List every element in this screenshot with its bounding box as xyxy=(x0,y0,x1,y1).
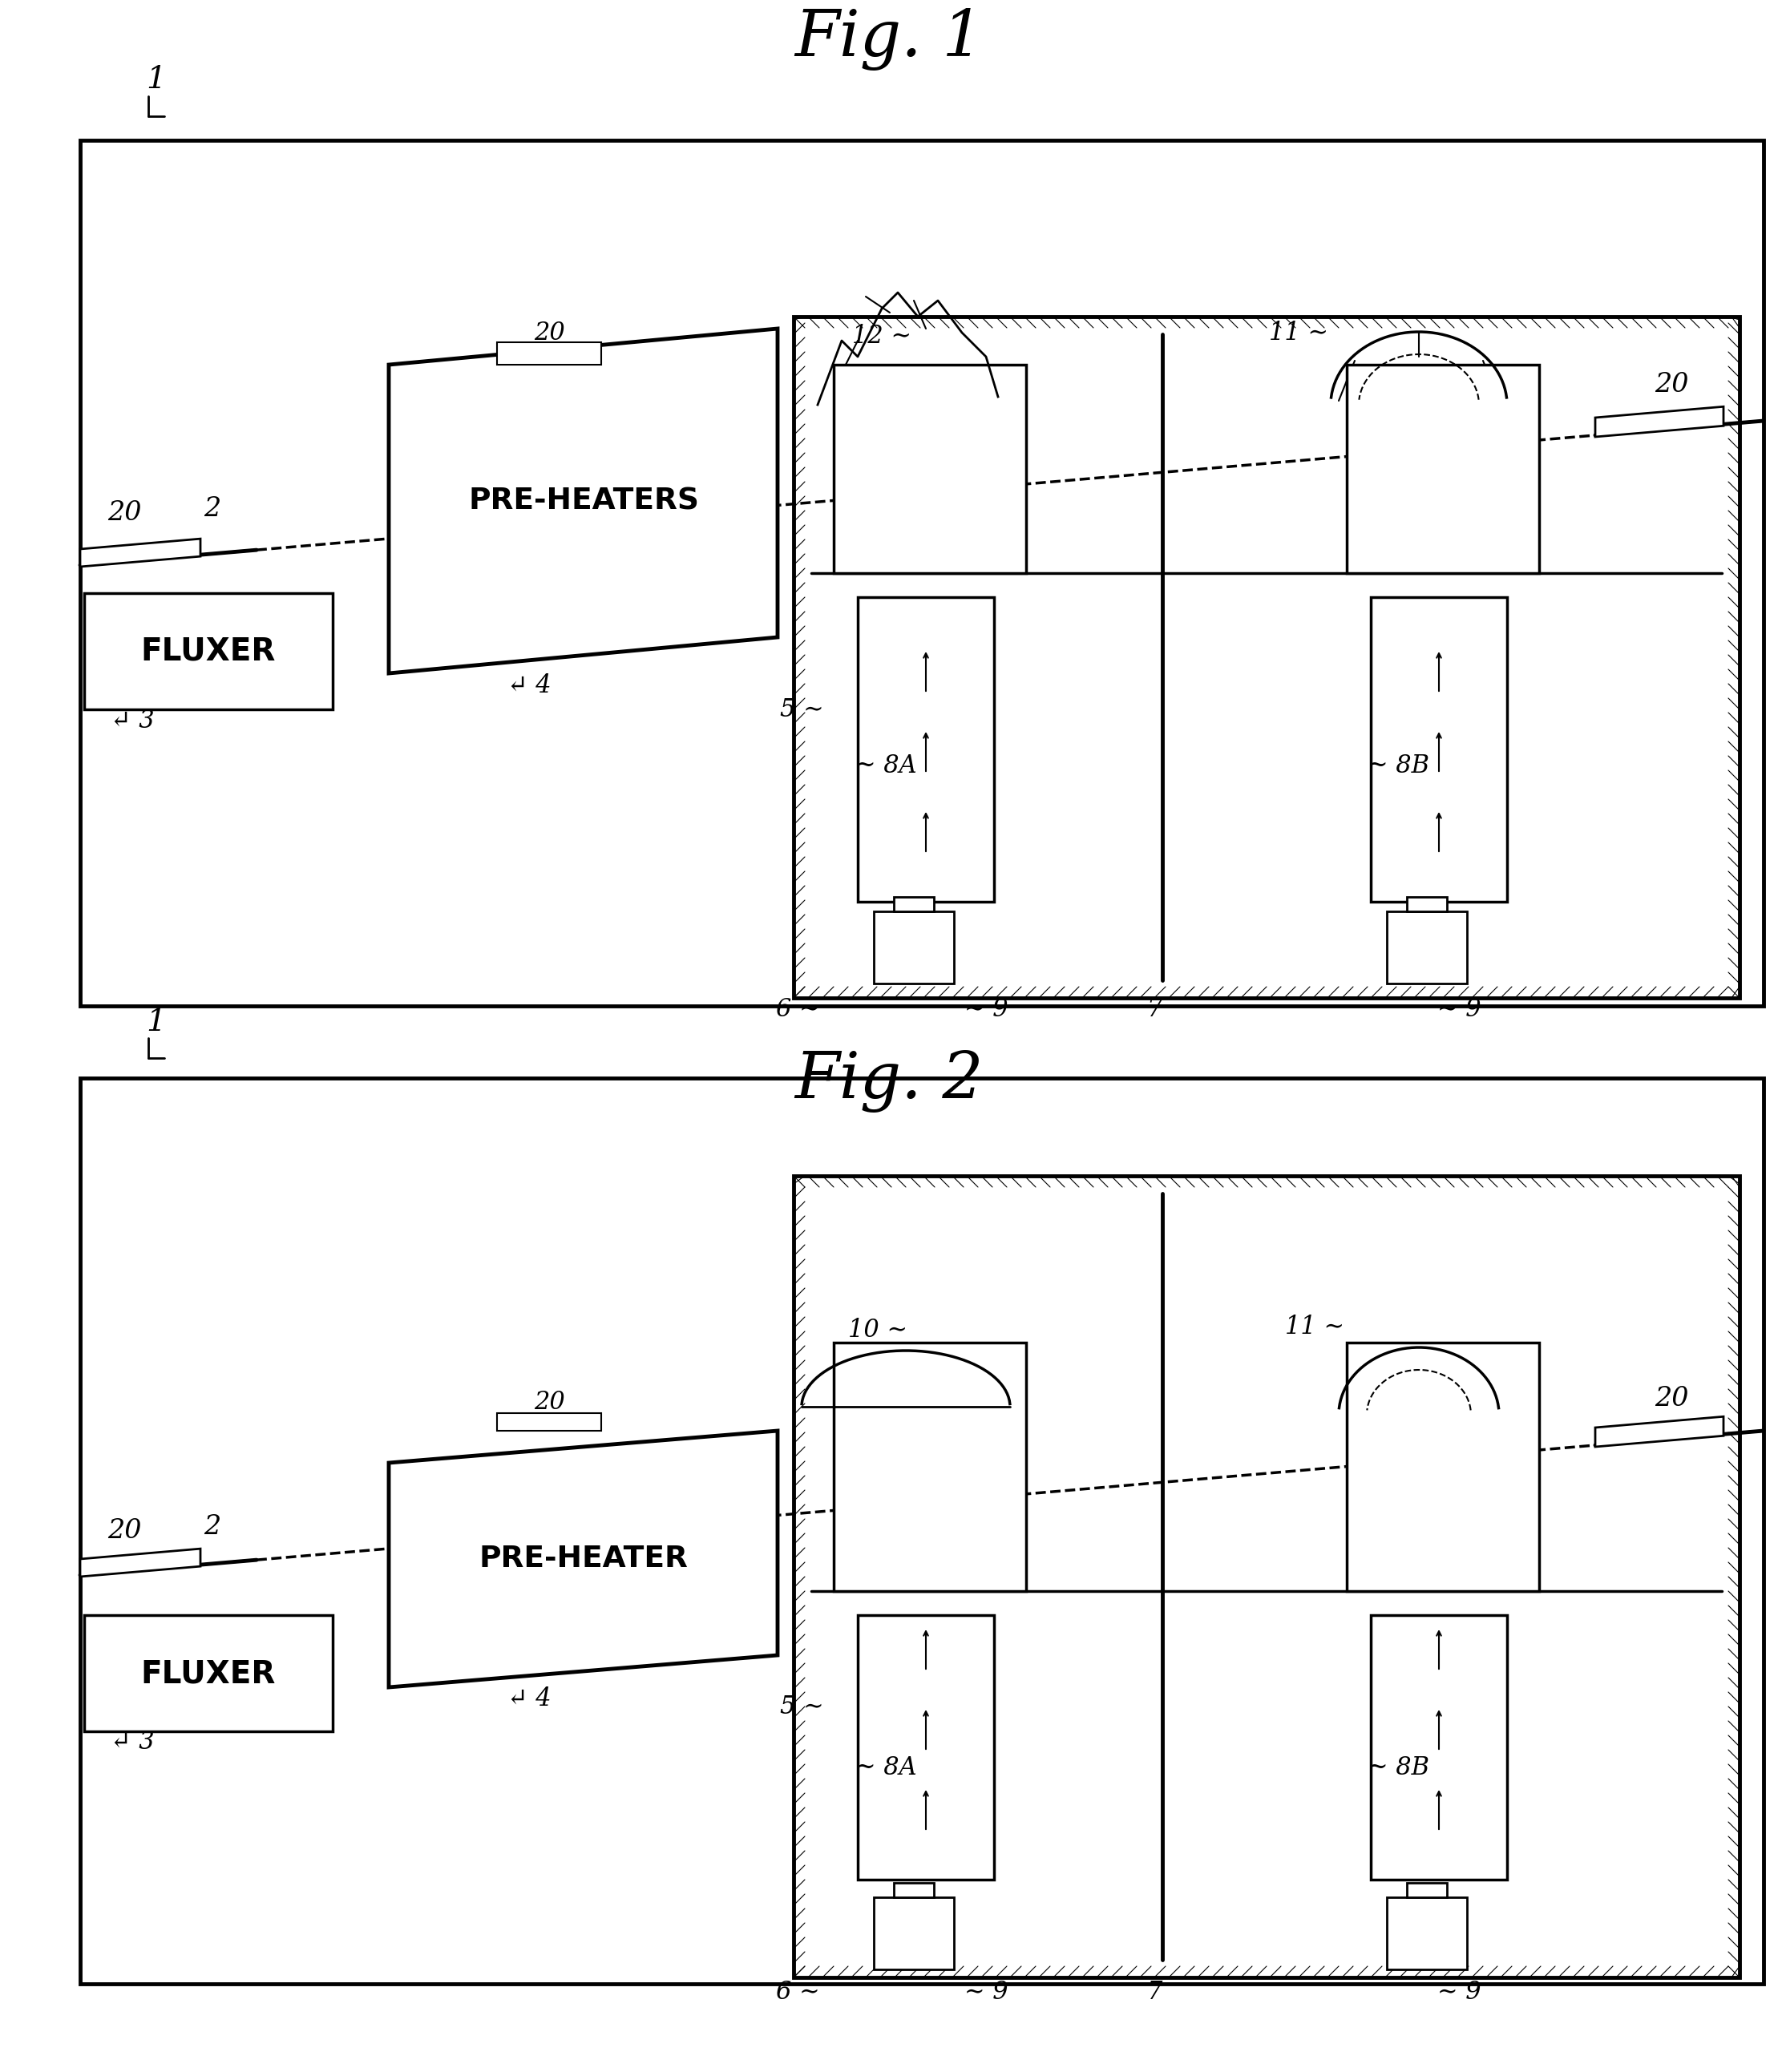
Bar xyxy=(1346,365,1540,574)
Text: PRE-HEATERS: PRE-HEATERS xyxy=(468,487,699,516)
Bar xyxy=(1346,1343,1540,1591)
Text: ~ 8A: ~ 8A xyxy=(855,752,916,777)
Text: 20: 20 xyxy=(1654,1386,1689,1411)
Text: ~ 8A: ~ 8A xyxy=(855,1755,916,1780)
Bar xyxy=(857,597,994,901)
Text: ~ 8B: ~ 8B xyxy=(1367,1755,1430,1780)
Text: 20: 20 xyxy=(533,1390,565,1415)
Text: FLUXER: FLUXER xyxy=(140,636,276,667)
Text: 20: 20 xyxy=(107,1519,140,1544)
Bar xyxy=(84,593,332,709)
Bar xyxy=(80,1077,1764,1983)
Polygon shape xyxy=(1595,1417,1723,1446)
Text: 20: 20 xyxy=(107,499,140,526)
Text: PRE-HEATER: PRE-HEATER xyxy=(478,1544,688,1573)
Bar xyxy=(894,1883,933,1898)
Text: 5 ∼: 5 ∼ xyxy=(781,1695,823,1720)
Text: 6 ∼: 6 ∼ xyxy=(775,1979,820,2004)
Text: 2: 2 xyxy=(204,1515,220,1539)
Bar xyxy=(894,897,933,912)
Text: 10 ∼: 10 ∼ xyxy=(848,1318,907,1343)
Text: 7: 7 xyxy=(1147,997,1163,1021)
Bar xyxy=(84,1614,332,1732)
Bar xyxy=(857,1614,994,1879)
Text: 11 ∼: 11 ∼ xyxy=(1285,1314,1344,1339)
Bar xyxy=(1387,1898,1467,1968)
Bar xyxy=(873,912,955,984)
Polygon shape xyxy=(80,1548,201,1577)
Bar xyxy=(1371,597,1508,901)
Text: ∼ 9: ∼ 9 xyxy=(1437,997,1481,1021)
Text: 1: 1 xyxy=(146,66,165,95)
Bar xyxy=(1406,1883,1447,1898)
Text: ~ 8B: ~ 8B xyxy=(1367,752,1430,777)
Bar xyxy=(80,141,1764,1005)
Text: 7: 7 xyxy=(1147,1979,1163,2004)
Polygon shape xyxy=(1595,406,1723,437)
Text: ∼ 9: ∼ 9 xyxy=(964,1979,1008,2004)
Bar xyxy=(834,365,1026,574)
Text: Fig. 1: Fig. 1 xyxy=(795,8,983,70)
Polygon shape xyxy=(80,539,201,568)
Text: ∼ 9: ∼ 9 xyxy=(964,997,1008,1021)
Text: 20: 20 xyxy=(1654,371,1689,398)
Text: 1: 1 xyxy=(146,1007,165,1036)
Text: ↵ 3: ↵ 3 xyxy=(110,1730,155,1755)
Bar xyxy=(498,342,601,365)
Text: ↵ 3: ↵ 3 xyxy=(110,709,155,733)
Bar xyxy=(793,1177,1739,1977)
Bar xyxy=(1406,897,1447,912)
Bar xyxy=(1371,1614,1508,1879)
Text: 12 ∼: 12 ∼ xyxy=(852,323,912,348)
Text: 11 ∼: 11 ∼ xyxy=(1269,321,1328,346)
Bar xyxy=(1387,912,1467,984)
Text: 20: 20 xyxy=(533,321,565,346)
Text: ↵ 4: ↵ 4 xyxy=(507,1687,551,1711)
Text: FLUXER: FLUXER xyxy=(140,1658,276,1689)
Text: 6 ∼: 6 ∼ xyxy=(775,997,820,1021)
Text: Fig. 2: Fig. 2 xyxy=(795,1051,983,1113)
Bar xyxy=(834,1343,1026,1591)
Text: ∼ 9: ∼ 9 xyxy=(1437,1979,1481,2004)
Polygon shape xyxy=(389,329,777,673)
Text: ↵ 4: ↵ 4 xyxy=(507,673,551,698)
Polygon shape xyxy=(389,1432,777,1687)
Bar xyxy=(498,1413,601,1432)
Text: 5 ∼: 5 ∼ xyxy=(781,696,823,721)
Bar xyxy=(793,317,1739,999)
Text: 2: 2 xyxy=(204,495,220,522)
Bar xyxy=(873,1898,955,1968)
